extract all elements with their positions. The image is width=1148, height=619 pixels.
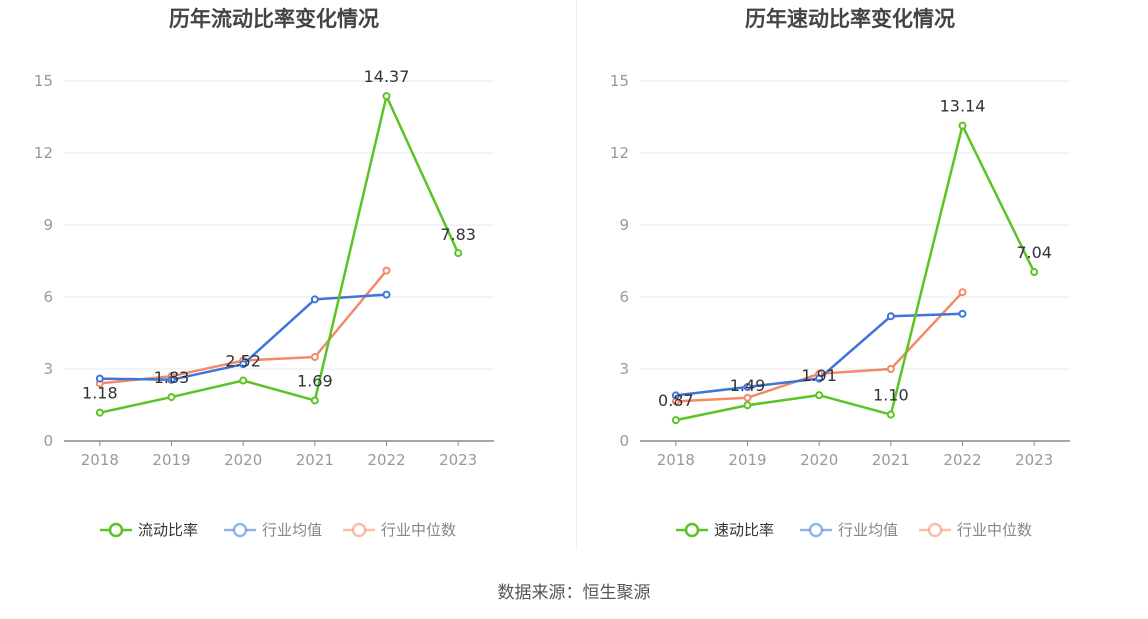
legend-avg: 行业均值 [224,521,322,539]
data-label: 13.14 [940,97,986,116]
y-tick-label: 6 [43,288,53,306]
data-label: 1.49 [730,376,766,395]
legend-marker [232,522,248,538]
chart-divider [576,0,577,550]
data-point [886,312,895,321]
legend-label: 行业均值 [262,521,322,539]
x-tick-label: 2023 [1015,451,1053,469]
data-label: 1.18 [82,384,118,403]
data-point [958,309,967,318]
quick-ratio-chart: 历年速动比率变化情况 0 3 6 9 12 15 2018 2019 2020 2021 2022 20… [610,7,1070,539]
x-tick-label: 2022 [367,451,405,469]
y-tick-label: 3 [619,360,629,378]
legend-marker [808,522,824,538]
chart-title: 历年速动比率变化情况 [745,7,955,31]
data-point [671,416,680,425]
data-point [454,249,463,258]
data-point [167,375,176,384]
y-tick-label: 9 [43,216,53,234]
data-point [95,374,104,383]
legend-median: 行业中位数 [343,521,456,539]
data-label: 1.91 [801,366,837,385]
chart-title: 历年流动比率变化情况 [169,7,379,31]
data-label: 1.10 [873,386,909,405]
data-label: 7.83 [440,225,476,244]
current-ratio-chart: 历年流动比率变化情况 0 3 6 9 12 15 2018 2019 2020 2021 2022 20… [34,7,494,539]
y-tick-label: 9 [619,216,629,234]
data-point [815,391,824,400]
x-tick-label: 2018 [81,451,119,469]
x-tick-label: 2020 [224,451,262,469]
data-label: 7.04 [1016,243,1052,262]
data-point [310,295,319,304]
series-line [675,124,1036,422]
data-point [167,393,176,402]
x-tick-label: 2023 [439,451,477,469]
legend-marker [684,522,700,538]
data-point [671,391,680,400]
data-point [743,401,752,410]
x-tick-label: 2019 [728,451,766,469]
data-point [958,121,967,130]
y-tick-label: 0 [43,432,53,450]
series-line [99,94,460,414]
legend-median: 行业中位数 [919,521,1032,539]
data-point [382,266,391,275]
y-tick-label: 12 [610,144,629,162]
legend-main: 流动比率 [100,521,198,539]
data-point [1030,268,1039,277]
x-tick-label: 2019 [152,451,190,469]
y-tick-label: 15 [610,72,629,90]
data-point [310,396,319,405]
y-tick-label: 0 [619,432,629,450]
data-point [743,383,752,391]
y-tick-label: 15 [34,72,53,90]
y-tick-label: 12 [34,144,53,162]
data-point [958,288,967,297]
data-label: 1.69 [297,371,333,390]
data-label: 0.87 [658,391,694,410]
legend-label: 行业均值 [838,521,898,539]
x-tick-label: 2021 [872,451,910,469]
x-tick-label: 2020 [800,451,838,469]
data-point [886,410,895,419]
x-tick-label: 2021 [296,451,334,469]
data-point [743,393,752,402]
data-point [95,408,104,417]
y-tick-label: 3 [43,360,53,378]
legend-marker [351,522,367,538]
source-text: 数据来源：恒生聚源 [497,583,651,603]
data-label: 2.52 [225,352,261,371]
y-tick-label: 6 [619,288,629,306]
data-point [382,92,391,101]
x-tick-label: 2018 [657,451,695,469]
legend-main: 速动比率 [676,521,774,539]
data-point [239,376,248,385]
data-point [382,290,391,299]
legend-label: 行业中位数 [381,521,456,539]
data-point [815,374,824,383]
data-point [886,365,895,373]
legend-label: 流动比率 [138,521,198,539]
data-label: 1.83 [154,368,190,387]
legend-marker [108,522,124,538]
legend-avg: 行业均值 [800,521,898,539]
data-point [310,353,319,361]
x-tick-label: 2022 [943,451,981,469]
legend-label: 速动比率 [714,521,774,539]
data-point [239,360,248,369]
legend-marker [927,522,943,538]
data-label: 14.37 [364,67,410,86]
legend-label: 行业中位数 [957,521,1032,539]
